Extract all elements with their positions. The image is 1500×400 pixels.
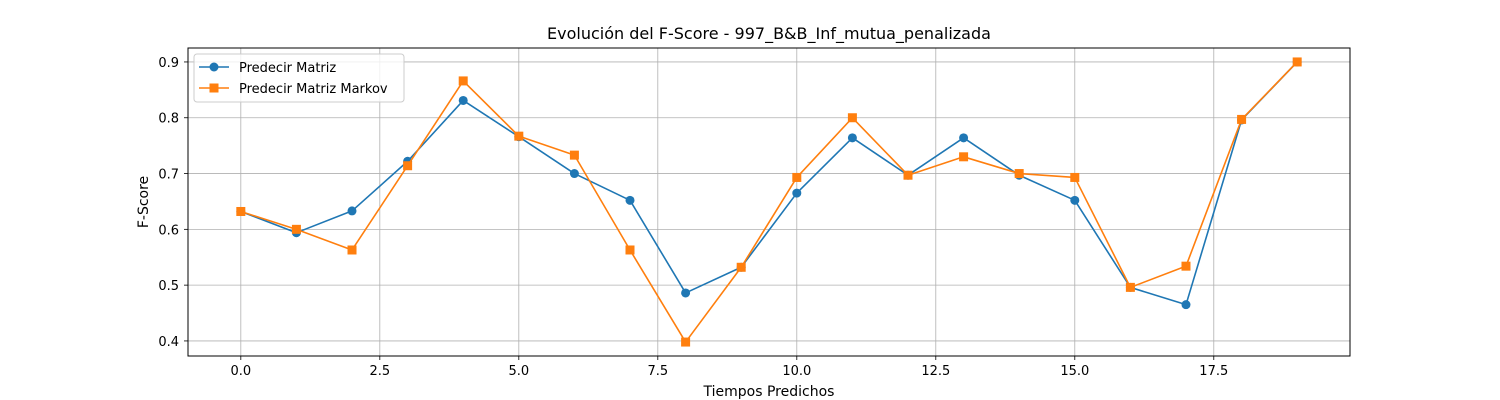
x-tick-label: 7.5: [647, 364, 668, 379]
data-point-predecir-matriz: [569, 169, 579, 179]
data-point-predecir-matriz-markov: [347, 245, 357, 255]
series-line-predecir-matriz-markov: [240, 61, 1298, 343]
data-point-predecir-matriz: [347, 206, 357, 216]
x-tick-label: 17.5: [1199, 364, 1228, 379]
data-point-predecir-matriz-markov: [625, 245, 635, 255]
data-point-predecir-matriz-markov: [792, 172, 802, 182]
x-tick-label: 10.0: [782, 364, 811, 379]
data-point-predecir-matriz-markov: [514, 131, 524, 141]
legend-box: [193, 53, 405, 103]
x-tick-label: 15.0: [1060, 364, 1089, 379]
data-point-predecir-matriz-markov: [681, 337, 691, 347]
y-axis-label: F-Score: [136, 176, 152, 228]
data-point-predecir-matriz: [792, 188, 802, 198]
x-axis-label: Tiempos Predichos: [703, 384, 835, 400]
data-point-predecir-matriz-markov: [736, 262, 746, 272]
data-point-predecir-matriz: [681, 288, 691, 298]
y-tick-label: 0.5: [158, 279, 179, 294]
data-point-predecir-matriz-markov: [1125, 282, 1135, 292]
data-point-predecir-matriz: [625, 195, 635, 205]
legend-marker-predecir-matriz: [209, 62, 219, 72]
y-tick-label: 0.4: [158, 335, 179, 350]
data-point-predecir-matriz-markov: [903, 170, 913, 180]
series-group: [236, 57, 1302, 347]
data-point-predecir-matriz-markov: [236, 206, 246, 216]
data-point-predecir-matriz: [847, 133, 857, 143]
y-tick-label: 0.9: [158, 56, 179, 71]
y-tick-label: 0.8: [158, 112, 179, 127]
y-tick-label: 0.7: [158, 168, 179, 183]
data-point-predecir-matriz-markov: [1237, 114, 1247, 124]
plot-frame: [187, 47, 1351, 357]
x-axis-ticks: 0.0 2.5 5.0 7.5 10.0 12.5 15.0 17.5: [230, 356, 1228, 379]
data-point-predecir-matriz: [458, 95, 468, 105]
y-tick-label: 0.6: [158, 223, 179, 238]
data-point-predecir-matriz-markov: [1292, 57, 1302, 67]
data-point-predecir-matriz-markov: [403, 161, 413, 171]
legend-label-predecir-matriz: Predecir Matriz: [239, 61, 336, 76]
chart-title: Evolución del F-Score - 997_B&B_Inf_mutu…: [547, 24, 991, 44]
data-point-predecir-matriz-markov: [959, 152, 969, 162]
data-point-predecir-matriz-markov: [847, 113, 857, 123]
data-point-predecir-matriz-markov: [1070, 172, 1080, 182]
y-axis-ticks: 0.4 0.5 0.6 0.7 0.8 0.9: [158, 56, 188, 350]
data-point-predecir-matriz-markov: [1181, 261, 1191, 271]
x-tick-label: 5.0: [508, 364, 529, 379]
data-point-predecir-matriz: [959, 133, 969, 143]
data-point-predecir-matriz: [1181, 300, 1191, 310]
data-point-predecir-matriz-markov: [291, 224, 301, 234]
data-point-predecir-matriz-markov: [1014, 169, 1024, 179]
data-point-predecir-matriz-markov: [569, 150, 579, 160]
x-tick-label: 0.0: [230, 364, 251, 379]
legend-label-predecir-matriz-markov: Predecir Matriz Markov: [239, 82, 388, 97]
legend: Predecir Matriz Predecir Matriz Markov: [193, 53, 405, 103]
data-point-predecir-matriz-markov: [458, 76, 468, 86]
x-tick-label: 2.5: [369, 364, 390, 379]
x-tick-label: 12.5: [921, 364, 950, 379]
legend-marker-predecir-matriz-markov: [209, 83, 219, 93]
data-point-predecir-matriz: [1070, 195, 1080, 205]
